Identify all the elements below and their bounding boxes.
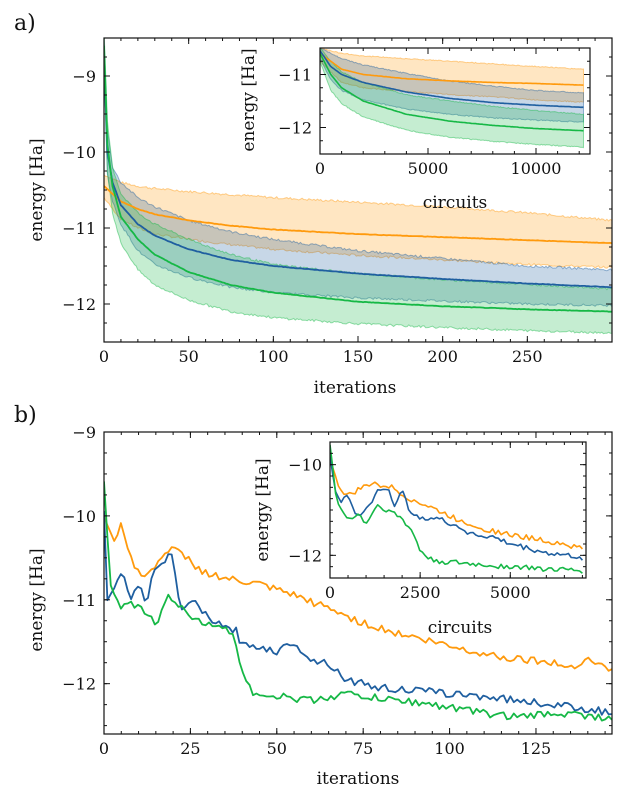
- panel-b-line-orange: [104, 515, 612, 672]
- panel-a-inset-xlabel: circuits: [423, 193, 488, 213]
- panel-a-ytick-label: −11: [62, 219, 96, 238]
- panel-a-inset-line-blue: [320, 50, 584, 109]
- panel-a-inset-xtick-label: 0: [315, 159, 325, 178]
- panel-a-inset-ylabel: energy [Ha]: [239, 48, 259, 151]
- panel-b-xtick-label: 25: [180, 739, 200, 758]
- panel-a-inset-line-orange: [320, 52, 584, 86]
- panel-b-line-green: [104, 481, 612, 722]
- panel-b-inset-ytick-label: −12: [288, 546, 322, 565]
- panel-b-ytick-label: −11: [62, 591, 96, 610]
- panel-b-inset-ylabel: energy [Ha]: [253, 458, 273, 561]
- panel-a-ytick-label: −12: [62, 295, 96, 314]
- panel-b-xlabel: iterations: [317, 769, 400, 789]
- panel-b-inset-xtick-label: 5000: [490, 583, 531, 602]
- panel-a-line-green: [104, 45, 612, 313]
- panel-a-line-blue: [104, 53, 612, 289]
- panel-a-xtick-label: 0: [99, 347, 109, 366]
- panel-b-inset-ytick-label: −10: [288, 456, 322, 475]
- panel-a-xtick-label: 100: [258, 347, 289, 366]
- panel-a-inset-ytick-label: −11: [278, 66, 312, 85]
- panel-a-line-orange: [104, 185, 612, 245]
- panel-a-ytick-label: −10: [62, 143, 96, 162]
- panel-a-band-orange: [104, 174, 612, 269]
- panel-b-label: b): [14, 403, 37, 428]
- panel-a-inset-plot: 0 5000 10000 −11 −12: [278, 47, 591, 178]
- panel-b-inset-xtick-label: 0: [325, 583, 335, 602]
- panel-b-inset-xlabel: circuits: [428, 618, 493, 638]
- panel-a-inset-xtick-label: 10000: [511, 159, 562, 178]
- panel-b-data-area: [104, 481, 612, 722]
- panel-b-ytick-label: −12: [62, 675, 96, 694]
- panel-a-label: a): [14, 11, 36, 36]
- panel-b-inset-line-green: [330, 444, 583, 574]
- panel-a-xtick-label: 150: [343, 347, 374, 366]
- panel-b-inset-plot: 0 2500 5000 −10 −12: [288, 441, 587, 602]
- panel-b-inset-line-blue: [330, 455, 584, 561]
- panel-b-ylabel: energy [Ha]: [27, 548, 47, 651]
- panel-a-ylabel: energy [Ha]: [27, 138, 47, 241]
- panel-a-ytick-label: −9: [72, 67, 96, 86]
- panel-a-xtick-label: 200: [427, 347, 458, 366]
- panel-b-ytick-label: −10: [62, 507, 96, 526]
- panel-b-inset-line-orange: [330, 461, 583, 550]
- panel-a-xtick-label: 50: [178, 347, 198, 366]
- panel-b-ytick-label: −9: [72, 423, 96, 442]
- panel-b-inset-xtick-label: 2500: [400, 583, 441, 602]
- panel-b-xtick-label: 50: [267, 739, 287, 758]
- panel-b-xtick-label: 125: [521, 739, 552, 758]
- panel-b-xtick-label: 75: [353, 739, 373, 758]
- panel-a-inset-line-green: [320, 52, 584, 132]
- panel-a-xlabel: iterations: [314, 378, 397, 398]
- panel-b-inset-background: [330, 442, 586, 578]
- panel-b-xtick-label: 0: [99, 739, 109, 758]
- panel-a-inset-data-area: [320, 48, 584, 149]
- panel-a-inset-ytick-label: −12: [278, 119, 312, 138]
- panel-b-xtick-label: 100: [434, 739, 465, 758]
- panel-a-inset-band-green: [320, 48, 584, 149]
- panel-a-inset-xtick-label: 5000: [408, 159, 449, 178]
- panel-a-xtick-label: 250: [512, 347, 543, 366]
- panel-a-data-area: [104, 38, 612, 335]
- panel-b-frame: [103, 431, 613, 735]
- panel-b-inset-data-area: [330, 444, 584, 574]
- panel-b-line-blue: [104, 510, 612, 716]
